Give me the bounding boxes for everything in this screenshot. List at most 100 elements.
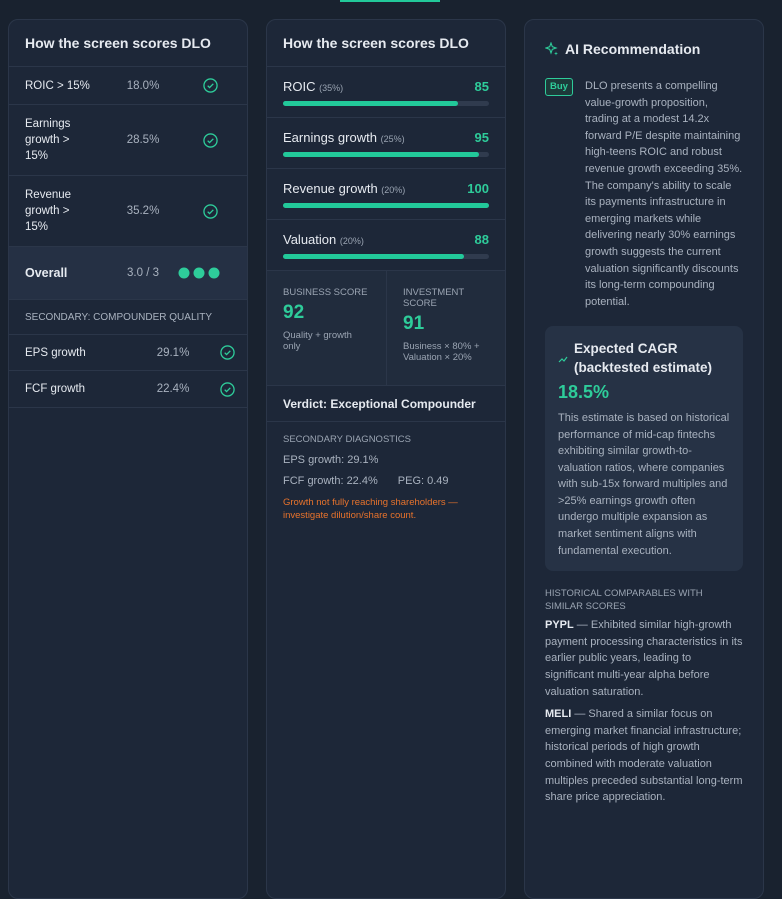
score-row: ROIC (35%) 85 (267, 67, 505, 118)
diagnostics-title: SECONDARY DIAGNOSTICS (283, 434, 411, 445)
page: {"left":{"title":"How the screen scores … (8, 0, 764, 899)
comparable-ticker: MELI (545, 708, 572, 721)
score-number: 100 (467, 181, 489, 196)
score-label: Valuation (283, 232, 337, 247)
cagr-card: Expected CAGR (backtested estimate) 18.5… (545, 326, 743, 572)
secondary-row: FCF growth 22.4% (9, 371, 247, 408)
score-value: 91 (403, 313, 425, 334)
score-label: BUSINESS SCORE (283, 287, 368, 298)
check-icon (220, 345, 235, 360)
sparkle-icon (545, 42, 558, 56)
score-label: ROIC (283, 79, 316, 94)
score-number: 88 (474, 232, 489, 247)
comparable: MELI — Shared a similar focus on emergin… (545, 706, 743, 806)
diagnostic-item: PEG: 0.49 (397, 475, 449, 487)
overall-dots (178, 267, 220, 279)
score-note: Business × 80% + Valuation × 20% (403, 341, 480, 363)
left-panel: How the screen scores DLO ROIC > 15% 18.0… (8, 19, 248, 899)
recommendation: Buy DLO presents a compelling value-grow… (525, 78, 763, 310)
cagr-title: Expected CAGR (backtested estimate) (574, 341, 713, 376)
diagnostic-item: EPS growth: 29.1% (283, 454, 379, 466)
overall-value: 3.0 / 3 (127, 266, 159, 279)
criterion-label: Revenue growth > 15% (25, 189, 72, 233)
criterion-value: 18.0% (126, 79, 160, 92)
ai-title: AI Recommendation (565, 41, 701, 57)
criterion-row: Earnings growth > 15% 28.5% (9, 105, 247, 176)
score-track (283, 203, 489, 208)
secondary-row: EPS growth 29.1% (9, 334, 247, 371)
score-label: Earnings growth (283, 130, 377, 145)
tab-indicator (340, 0, 440, 2)
diagnostics: SECONDARY DIAGNOSTICS EPS growth: 29.1% … (267, 422, 505, 534)
score-track (283, 254, 489, 259)
score-label: Revenue growth (283, 181, 378, 196)
score-track (283, 101, 489, 106)
score-note: Quality + growth only (283, 330, 352, 352)
comparables-title: HISTORICAL COMPARABLES WITH SIMILAR SCOR… (545, 588, 703, 613)
criterion-row: Revenue growth > 15% 35.2% (9, 176, 247, 247)
diagnostic-warning: Growth not fully reaching shareholders —… (283, 497, 458, 521)
score-label: INVESTMENT SCORE (403, 287, 465, 309)
score-bar (283, 152, 479, 157)
check-icon (203, 203, 218, 219)
section-title: SECONDARY: COMPOUNDER QUALITY (25, 311, 213, 323)
criterion-row: ROIC > 15% 18.0% (9, 67, 247, 105)
investment-score: INVESTMENT SCORE 91 Business × 80% + Valua… (387, 271, 505, 385)
comparable-text: — Shared a similar focus on emerging mar… (545, 708, 743, 804)
overall-row: Overall 3.0 / 3 (9, 247, 247, 300)
check-icon (203, 132, 218, 148)
score-bar (283, 254, 465, 259)
score-weight: (20%) (339, 236, 364, 246)
verdict: Verdict: Exceptional Compounder (267, 386, 505, 422)
score-label-group: Valuation (20%) (283, 232, 364, 247)
comparable: PYPL — Exhibited similar high-growth pay… (545, 617, 743, 700)
score-header: ROIC (35%) 85 (283, 67, 489, 94)
panel-title: How the screen scores DLO (9, 20, 247, 67)
score-list: ROIC (35%) 85 Earnings growth (25%) 95 Reven… (267, 67, 505, 271)
score-header: Earnings growth (25%) 95 (283, 118, 489, 145)
trend-icon (558, 356, 568, 363)
secondary-value: 22.4% (156, 383, 190, 395)
recommendation-text: DLO presents a compelling value-growth p… (585, 80, 743, 308)
score-number: 95 (474, 130, 489, 145)
middle-panel: How the screen scores DLO ROIC (35%) 85 Ea… (266, 19, 506, 899)
score-number: 85 (474, 79, 489, 94)
cagr-text: This estimate is based on historical per… (558, 411, 730, 557)
criterion-label: Earnings growth > 15% (25, 118, 71, 162)
comparable-text: — Exhibited similar high-growth payment … (545, 619, 743, 698)
comparable-ticker: PYPL (545, 619, 574, 632)
ai-header: AI Recommendation (525, 20, 763, 78)
score-weight: (35%) (319, 83, 344, 93)
criterion-label: ROIC > 15% (25, 79, 90, 92)
score-summary: BUSINESS SCORE 92 Quality + growth only IN… (267, 271, 505, 386)
score-weight: (25%) (380, 134, 405, 144)
score-label-group: Earnings growth (25%) (283, 130, 405, 145)
score-weight: (20%) (381, 185, 406, 195)
score-label-group: Revenue growth (20%) (283, 181, 405, 196)
secondary-value: 29.1% (156, 346, 190, 359)
panel-title: How the screen scores DLO (267, 20, 505, 67)
business-score: BUSINESS SCORE 92 Quality + growth only (267, 271, 387, 385)
criterion-value: 28.5% (126, 134, 160, 146)
score-row: Valuation (20%) 88 (267, 220, 505, 271)
comparables: HISTORICAL COMPARABLES WITH SIMILAR SCOR… (525, 571, 763, 806)
score-label-group: ROIC (35%) (283, 79, 343, 94)
secondary-label: FCF growth (25, 383, 86, 395)
check-icon (203, 78, 218, 93)
score-row: Revenue growth (20%) 100 (267, 169, 505, 220)
score-value: 92 (283, 302, 305, 323)
screen: How the screen scores DLO ROIC > 15% 18.0… (8, 0, 764, 899)
overall-label: Overall (25, 265, 68, 280)
score-header: Valuation (20%) 88 (283, 220, 489, 247)
right-panel: AI Recommendation Buy DLO presents a com… (524, 19, 764, 899)
score-bar (283, 203, 489, 208)
score-header: Revenue growth (20%) 100 (283, 169, 489, 196)
criterion-value: 35.2% (126, 205, 160, 217)
diagnostic-item: FCF growth: 22.4% (283, 475, 378, 487)
secondary-label: EPS growth (25, 346, 86, 359)
score-row: Earnings growth (25%) 95 (267, 118, 505, 169)
score-bar (283, 101, 459, 106)
score-track (283, 152, 489, 157)
check-icon (220, 381, 235, 397)
buy-badge: Buy (545, 78, 573, 96)
